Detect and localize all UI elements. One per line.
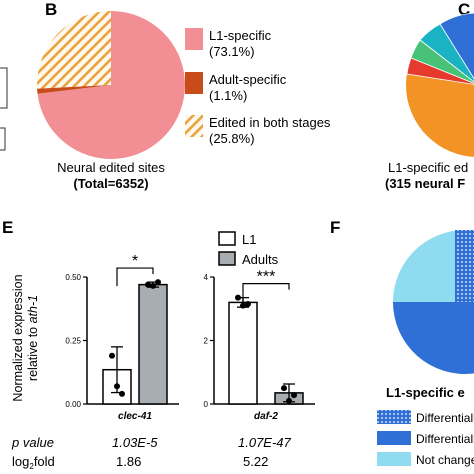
ylabel-line2: relative to ath-1 [26,295,40,381]
data-point [109,352,115,359]
panel-b-pie [36,11,186,160]
panel-e-chart-clec41: 0.00 0.25 0.50 * clec-41 [65,253,179,422]
pvalue-clec41: 1.03E-5 [112,435,158,450]
panel-f-legend-swatch-1 [377,410,411,424]
panel-f-slice-dark-blue [393,302,474,374]
panel-b-caption: Neural edited sites [57,160,165,175]
pie-b-slice-edited-in-both-stages [36,11,111,89]
legend-label-adults: Adults [242,252,279,267]
panel-a-remnant [0,67,8,151]
panel-e-chart-daf2: 0 2 4 *** daf-2 [204,269,315,422]
panel-f-legend-swatch-2 [377,431,411,445]
significance-stars: *** [257,269,276,286]
panel-c-slice-red [406,57,474,85]
pie-b-slice-l1-specific [37,11,186,160]
gene-label: clec-41 [118,411,152,422]
panel-c-pie [406,12,474,157]
pvalue-label: p value [11,435,54,450]
data-point [145,281,151,288]
y-tick-label: 0.00 [65,400,81,409]
data-point [291,392,297,399]
panel-b-legend: L1-specific(73.1%) Adult-specific(1.1%) Ed… [185,28,331,146]
legend-b-value-0: (73.1%) [209,44,255,59]
data-point [245,300,251,307]
log2fold-label: log2fold [12,454,55,471]
panel-f-legend-label-2: Differentiall [416,432,474,446]
panel-f-legend-label-3: Not change [416,453,474,467]
legend-b-swatch-2 [185,115,203,137]
panel-c-caption: L1-specific ed [388,160,468,175]
y-tick-label: 2 [204,337,209,346]
pvalue-daf2: 1.07E-47 [238,435,292,450]
panel-label-e: E [2,218,13,237]
panel-b-total: (Total=6352) [73,176,148,191]
gene-label: daf-2 [254,411,278,422]
legend-b-label-2: Edited in both stages [209,115,331,130]
legend-b-value-2: (25.8%) [209,131,255,146]
panel-f-pie [393,230,474,374]
data-point [286,397,292,404]
ylabel-line1: Normalized expression [11,274,25,401]
y-tick-label: 0.25 [65,337,81,346]
data-point [281,385,287,392]
legend-swatch-adults [218,251,236,266]
panel-f-title: L1-specific e [386,385,465,400]
y-tick-label: 0 [204,400,209,409]
data-point [240,302,246,309]
legend-label-l1: L1 [242,232,256,247]
data-point [155,279,161,286]
panel-f-legend-label-1: Differentiall [416,411,474,425]
log2fold-daf2: 5.22 [243,454,268,469]
legend-b-swatch-0 [185,28,203,50]
log2fold-clec41: 1.86 [116,454,141,469]
panel-f-legend-swatch-3 [377,452,411,466]
significance-bracket [116,267,154,287]
legend-b-value-1: (1.1%) [209,88,247,103]
panel-label-b: B [45,0,57,19]
panel-e-stats: p value log2fold 1.03E-5 1.86 1.07E-47 5… [11,435,292,471]
legend-b-label-0: L1-specific [209,28,272,43]
bar-l1 [228,301,258,405]
legend-b-swatch-1 [185,72,203,94]
bar-adults [138,283,168,405]
y-tick-label: 0.50 [65,273,81,282]
y-tick-label: 4 [204,273,209,282]
data-point [235,294,241,301]
data-point [119,390,125,397]
panel-e-legend: L1 Adults [218,231,279,267]
panel-label-f: F [330,218,340,237]
legend-b-label-1: Adult-specific [209,72,287,87]
significance-stars: * [132,253,138,270]
panel-e-ylabel: Normalized expression relative to ath-1 [11,274,40,401]
significance-bracket [242,283,290,302]
data-point [114,383,120,390]
legend-swatch-l1 [218,231,236,246]
pie-b-slice-adult-specific [37,85,112,94]
data-point [150,282,156,289]
panel-f-slice-dotted [455,230,474,302]
panel-c-subcaption: (315 neural F [385,176,465,191]
panel-f-legend: Differentiall Differentiall Not change [377,410,474,467]
